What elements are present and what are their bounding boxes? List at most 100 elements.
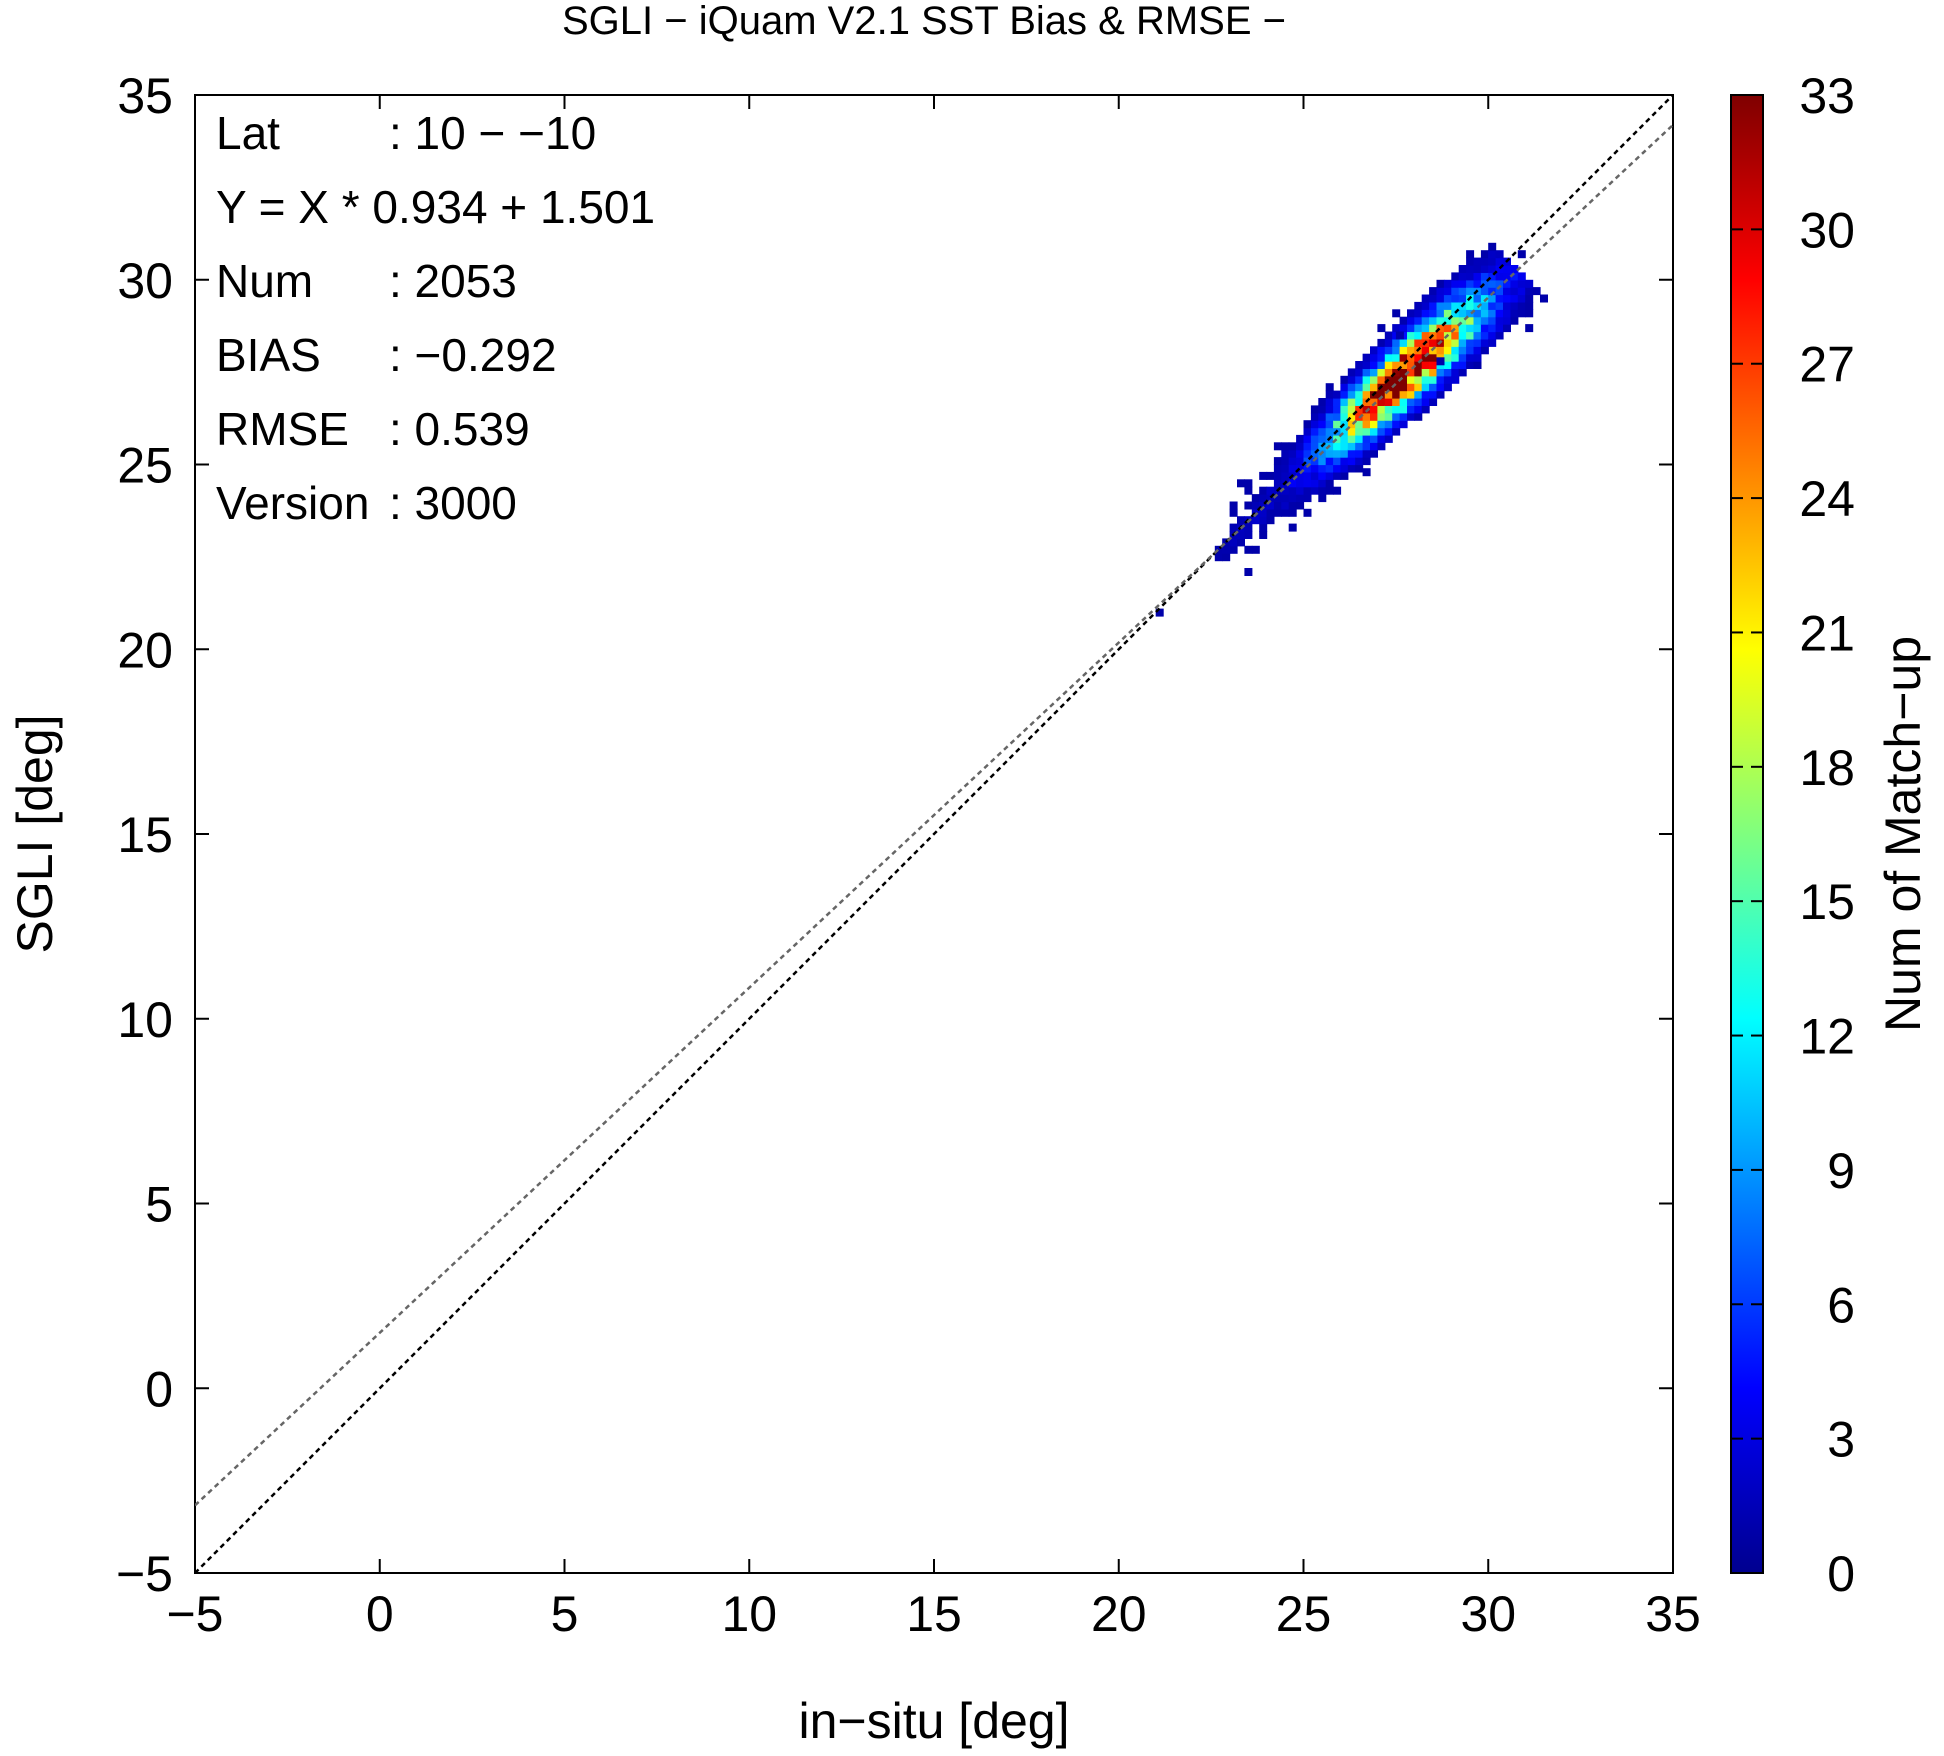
density-cell: [1525, 287, 1534, 296]
density-cell: [1525, 309, 1534, 318]
density-cell: [1421, 346, 1430, 355]
density-cell: [1370, 449, 1378, 458]
density-cell: [1407, 309, 1415, 318]
density-cell: [1407, 390, 1415, 399]
density-cell: [1392, 398, 1401, 406]
density-cell: [1488, 242, 1497, 251]
density-cell: [1303, 449, 1312, 458]
density-cell: [1488, 272, 1497, 281]
density-cell: [1347, 442, 1356, 451]
density-cell: [1407, 316, 1415, 325]
density-cell: [1414, 398, 1423, 406]
density-cell: [1377, 375, 1386, 384]
density-cell: [1288, 457, 1297, 466]
x-axis-label: in−situ [deg]: [798, 1693, 1069, 1749]
density-cell: [1333, 457, 1342, 466]
density-cell: [1503, 309, 1511, 318]
density-cell: [1340, 420, 1349, 429]
density-cell: [1318, 434, 1327, 443]
density-cell: [1384, 434, 1393, 443]
y-tick-label: 25: [117, 438, 173, 494]
density-cell: [1399, 324, 1408, 333]
density-cell: [1458, 279, 1467, 288]
density-cell: [1296, 464, 1305, 473]
density-cell: [1362, 468, 1371, 477]
density-cell: [1370, 361, 1378, 369]
density-cell: [1362, 368, 1371, 377]
density-cell: [1473, 257, 1482, 266]
density-cell: [1488, 250, 1497, 259]
density-cell: [1392, 361, 1401, 369]
density-cell: [1310, 434, 1319, 443]
density-cell: [1340, 434, 1349, 443]
density-cell: [1355, 457, 1364, 466]
density-cell: [1259, 508, 1268, 517]
density-cell: [1370, 405, 1378, 414]
density-cell: [1399, 353, 1408, 362]
density-cell: [1370, 346, 1378, 355]
density-cell: [1273, 494, 1282, 503]
density-cell: [1517, 301, 1526, 310]
density-cell: [1259, 486, 1268, 495]
colorbar: [1730, 94, 1764, 1574]
density-cell: [1421, 398, 1430, 406]
density-cell: [1480, 316, 1489, 325]
density-cell: [1362, 353, 1371, 362]
density-cell: [1251, 545, 1260, 554]
density-cell: [1473, 309, 1482, 318]
density-cell: [1325, 457, 1334, 466]
density-cell: [1392, 420, 1401, 429]
density-cell: [1288, 494, 1297, 503]
density-cell: [1392, 338, 1401, 347]
y-tick-label: −5: [116, 1546, 173, 1602]
density-cell: [1421, 383, 1430, 392]
density-cell: [1377, 398, 1386, 406]
density-cell: [1503, 287, 1511, 296]
density-cell: [1237, 531, 1245, 539]
density-cell: [1517, 279, 1526, 288]
density-cell: [1296, 434, 1305, 443]
density-cell: [1296, 457, 1305, 466]
density-cell: [1362, 442, 1371, 451]
density-cell: [1273, 471, 1282, 480]
density-cell: [1458, 309, 1467, 318]
density-cell: [1310, 449, 1319, 458]
colorbar-tick-label: 21: [1799, 605, 1855, 661]
colorbar-label: Num of Match−up: [1875, 636, 1931, 1032]
density-cell: [1310, 479, 1319, 488]
density-cell: [1399, 316, 1408, 325]
density-cell: [1310, 457, 1319, 466]
density-cell: [1429, 368, 1438, 377]
density-cell: [1229, 538, 1238, 547]
density-cell: [1340, 442, 1349, 451]
density-cell: [1443, 383, 1452, 392]
y-axis-label: SGLI [deg]: [7, 714, 63, 953]
density-cell: [1414, 383, 1423, 392]
stat-bias-name: BIAS: [216, 329, 321, 381]
stat-rmse-name: RMSE: [216, 403, 349, 455]
density-cell: [1525, 294, 1534, 303]
density-cell: [1229, 545, 1238, 554]
density-cell: [1421, 405, 1430, 414]
density-cell: [1370, 412, 1378, 421]
density-cell: [1273, 442, 1282, 451]
density-cell: [1347, 464, 1356, 473]
density-cell: [1436, 346, 1445, 355]
density-cell: [1407, 398, 1415, 406]
density-cell: [1399, 405, 1408, 414]
density-cell: [1429, 324, 1438, 333]
density-cell: [1303, 486, 1312, 495]
density-cell: [1443, 346, 1452, 355]
density-cell: [1384, 338, 1393, 347]
density-cell: [1503, 272, 1511, 281]
density-cell: [1377, 434, 1386, 443]
density-cell: [1407, 346, 1415, 355]
density-cell: [1443, 301, 1452, 310]
density-cell: [1495, 331, 1504, 340]
density-cell: [1296, 494, 1305, 503]
density-cell: [1318, 464, 1327, 473]
density-cell: [1222, 553, 1231, 562]
density-cell: [1310, 412, 1319, 421]
density-cell: [1414, 316, 1423, 325]
